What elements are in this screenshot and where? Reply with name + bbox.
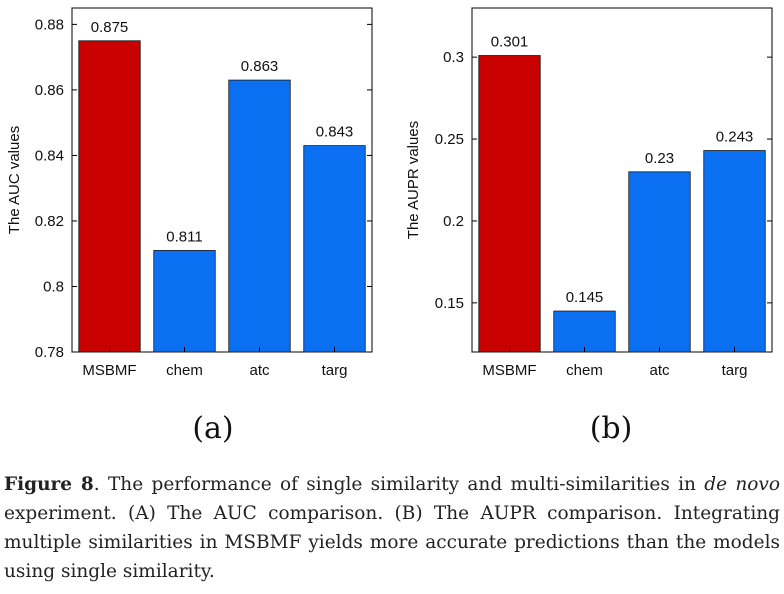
chart-2-panel-label: (b) xyxy=(590,411,633,446)
chart-2-data-label: 0.23 xyxy=(645,150,674,167)
chart-1-ytick-label: 0.78 xyxy=(35,344,64,361)
chart-1-ytick-label: 0.88 xyxy=(35,16,64,33)
chart-1-data-label: 0.843 xyxy=(316,124,354,141)
chart-2-xtick-label: targ xyxy=(722,362,748,379)
caption-label: Figure 8 xyxy=(4,474,94,495)
chart-1-xtick-label: atc xyxy=(249,362,270,379)
chart-2: 0.15 0.2 0.25 0.3 0.301 MSBMF 0.145 chem 0.23 atc… xyxy=(405,7,773,446)
chart-1-xtick-label: MSBMF xyxy=(82,362,136,379)
chart-1-bar xyxy=(78,40,141,353)
chart-2-ylabel: The AUPR values xyxy=(405,121,422,239)
chart-1-bar xyxy=(228,79,291,353)
caption-italic: de novo xyxy=(704,474,780,495)
chart-2-data-label: 0.301 xyxy=(491,34,529,51)
chart-2-ytick-label: 0.25 xyxy=(435,131,464,148)
chart-2-ytick-label: 0.3 xyxy=(443,49,464,66)
chart-1-xtick-label: targ xyxy=(322,362,348,379)
chart-2-xtick-label: chem xyxy=(566,362,603,379)
chart-1: 0.78 0.8 0.82 0.84 0.86 0.88 0.875 MSBMF 0.811 ch… xyxy=(6,7,373,446)
chart-1-axes-frame xyxy=(71,7,373,353)
chart-2-bar xyxy=(478,55,541,353)
figure-caption: Figure 8. The performance of single simi… xyxy=(4,470,780,586)
chart-1-xtick-label: chem xyxy=(166,362,203,379)
chart-2-ytick-label: 0.2 xyxy=(443,213,464,230)
chart-1-ylabel: The AUC values xyxy=(6,126,23,234)
caption-text-before: . The performance of single similarity a… xyxy=(93,474,705,495)
chart-2-xtick-label: atc xyxy=(649,362,670,379)
chart-2-bar xyxy=(553,310,616,353)
chart-2-xtick-label: MSBMF xyxy=(482,362,536,379)
chart-1-ytick-label: 0.82 xyxy=(35,213,64,230)
chart-1-bar xyxy=(303,145,366,353)
chart-1-data-label: 0.875 xyxy=(91,19,129,36)
chart-1-panel-label: (a) xyxy=(192,411,233,446)
chart-2-ytick-label: 0.15 xyxy=(435,295,464,312)
chart-1-ytick-label: 0.84 xyxy=(35,147,64,164)
chart-2-data-label: 0.145 xyxy=(566,289,604,306)
chart-2-axes-frame xyxy=(471,7,773,353)
chart-1-ytick-label: 0.86 xyxy=(35,82,64,99)
chart-1-ytick-label: 0.8 xyxy=(43,278,64,295)
chart-1-bar xyxy=(153,250,216,353)
chart-2-bar xyxy=(703,150,766,353)
chart-1-data-label: 0.863 xyxy=(241,58,279,75)
chart-2-data-label: 0.243 xyxy=(716,129,754,146)
caption-text-after: experiment. (A) The AUC comparison. (B) … xyxy=(4,503,780,582)
chart-2-bar xyxy=(628,171,691,353)
chart-1-data-label: 0.811 xyxy=(166,228,202,245)
